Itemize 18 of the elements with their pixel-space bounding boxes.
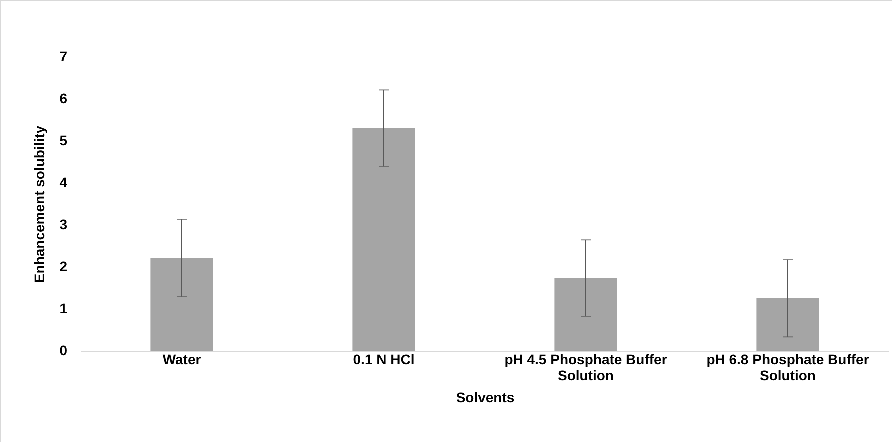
y-tick-label: 2 [60, 258, 68, 274]
x-axis-title: Solvents [456, 390, 515, 406]
y-axis-title: Enhancement solubility [32, 126, 48, 284]
y-tick-label: 1 [60, 300, 68, 316]
y-tick-label: 4 [60, 174, 68, 190]
y-tick-label: 5 [60, 132, 68, 148]
y-tick-label: 0 [60, 342, 68, 358]
y-tick-label: 3 [60, 216, 68, 232]
y-tick-label: 6 [60, 90, 68, 106]
x-tick-label: 0.1 N HCl [353, 352, 415, 368]
bar [150, 258, 214, 351]
bar [352, 128, 416, 351]
bar [554, 278, 618, 351]
y-tick-label: 7 [60, 48, 68, 64]
x-tick-label: pH 4.5 Phosphate Buffer Solution [504, 352, 668, 384]
bar [756, 298, 820, 351]
x-tick-label: pH 6.8 Phosphate Buffer Solution [706, 352, 870, 384]
x-tick-label: Water [162, 352, 202, 368]
